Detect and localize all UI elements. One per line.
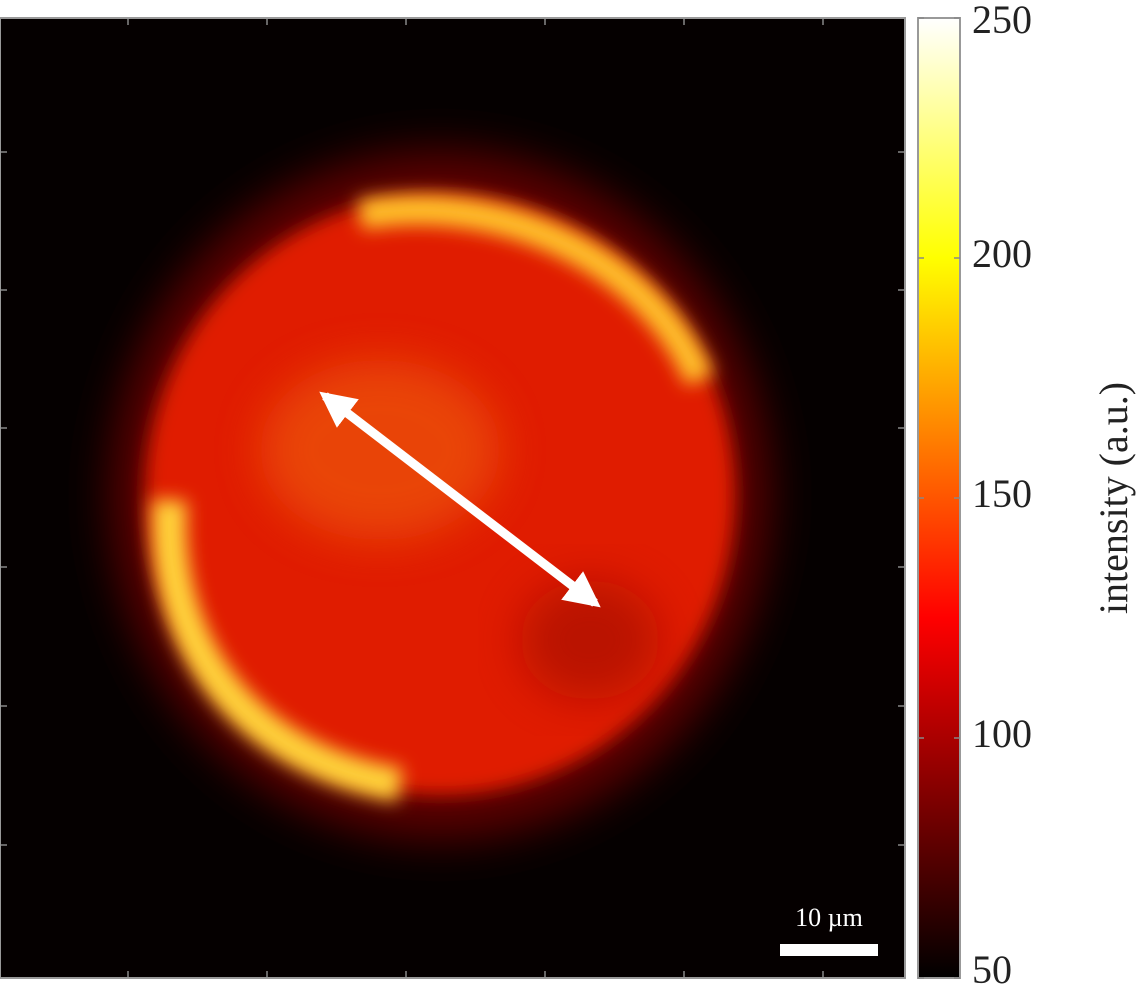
colorbar-tick-label: 200 [972,231,1032,276]
scale-bar [780,944,878,956]
colorbar-tick-label: 100 [972,711,1032,756]
colorbar [917,17,961,979]
colorbar-tick-label: 50 [972,947,1012,992]
image-ticks [0,18,905,978]
colorbar-tick-label: 250 [972,0,1032,42]
colorbar-tick-label: 150 [972,471,1032,516]
arrow [319,391,601,608]
image-frame [0,17,906,979]
colorbar-label: intensity (a.u.) [1091,382,1136,614]
scale-bar-label: 10 µm [795,903,863,932]
